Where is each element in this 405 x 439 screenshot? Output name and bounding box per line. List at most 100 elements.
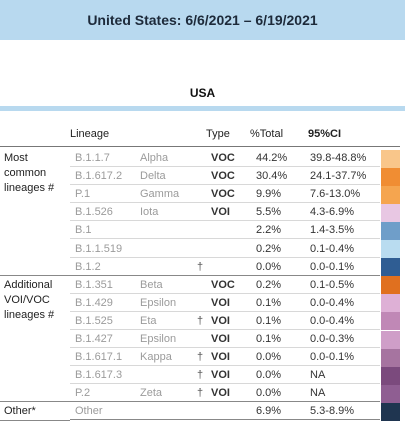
- table-row: B.1.1.7 Alpha VOC 44.2% 39.8-48.8%: [70, 149, 380, 167]
- lineage-cell: B.1.429: [75, 296, 113, 309]
- type-cell: VOI: [211, 296, 230, 309]
- lineage-cell: B.1.525: [75, 314, 113, 327]
- table-row: B.1.526 Iota VOI 5.5% 4.3-6.9%: [70, 203, 380, 222]
- lineage-cell: B.1.1.7: [75, 152, 110, 164]
- table-row: B.1.429 Epsilon VOI 0.1% 0.0-0.4%: [70, 294, 380, 312]
- header-divider: [0, 146, 400, 147]
- type-cell: VOI: [211, 314, 230, 327]
- col-header-ci: 95%CI: [308, 128, 342, 140]
- color-swatch: [381, 294, 400, 313]
- ci-cell: 0.0-0.3%: [310, 333, 355, 345]
- color-swatch: [381, 258, 400, 277]
- color-swatch: [381, 348, 400, 367]
- percent-total-cell: 2.2%: [256, 224, 282, 237]
- percent-total-cell: 5.5%: [256, 206, 282, 219]
- percent-total-cell: 0.1%: [256, 296, 282, 309]
- lineage-cell: B.1.2: [75, 260, 101, 273]
- color-swatch: [381, 203, 400, 222]
- ci-cell: 5.3-8.9%: [310, 405, 355, 418]
- group-label: Most common lineages #: [4, 151, 54, 196]
- group-label-line: common: [4, 167, 47, 179]
- region-title: USA: [189, 86, 216, 100]
- ci-cell: 39.8-48.8%: [310, 152, 367, 164]
- ci-cell: 0.1-0.4%: [310, 242, 355, 255]
- color-swatch: [381, 149, 400, 168]
- dagger-mark: †: [197, 260, 204, 273]
- header-bar: United States: 6/6/2021 – 6/19/2021: [0, 0, 405, 40]
- table-row: P.1 Gamma VOC 9.9% 7.6-13.0%: [70, 185, 380, 204]
- group-divider: [0, 419, 70, 421]
- group-divider: [0, 401, 70, 403]
- percent-total-cell: 44.2%: [256, 152, 288, 164]
- percent-total-cell: 0.2%: [256, 242, 282, 255]
- type-cell: VOC: [211, 188, 235, 201]
- who-label-cell: Iota: [140, 206, 159, 219]
- percent-total-cell: 0.2%: [256, 278, 282, 291]
- group-label: Other*: [4, 404, 36, 419]
- percent-total-cell: 0.0%: [256, 387, 282, 400]
- who-label-cell: Epsilon: [140, 333, 177, 345]
- dagger-mark: †: [197, 387, 204, 400]
- table-row: B.1.617.3 † VOI 0.0% NA: [70, 366, 380, 385]
- ci-cell: 0.0-0.1%: [310, 260, 355, 273]
- group-divider: [0, 274, 70, 276]
- color-swatch: [381, 221, 400, 240]
- table-row: B.1.525 Eta † VOI 0.1% 0.0-0.4%: [70, 312, 380, 330]
- color-swatch: [381, 366, 400, 385]
- lineage-cell: P.1: [75, 188, 91, 201]
- lineage-cell: Other: [75, 405, 103, 418]
- who-label-cell: Delta: [140, 170, 166, 183]
- ci-cell: NA: [310, 387, 326, 400]
- ci-cell: 1.4-3.5%: [310, 224, 355, 237]
- color-swatch: [381, 384, 400, 403]
- color-swatch: [381, 330, 400, 349]
- type-cell: VOI: [211, 206, 230, 219]
- who-label-cell: Alpha: [140, 152, 169, 164]
- type-cell: VOC: [211, 278, 235, 291]
- who-label-cell: Gamma: [140, 188, 180, 201]
- table-row: B.1 2.2% 1.4-3.5%: [70, 221, 380, 240]
- ci-cell: 0.0-0.4%: [310, 314, 355, 327]
- color-swatch: [381, 276, 400, 295]
- percent-total-cell: 0.1%: [256, 314, 282, 327]
- who-label-cell: Kappa: [140, 351, 172, 364]
- page-title: United States: 6/6/2021 – 6/19/2021: [87, 12, 318, 28]
- table-row: P.2 Zeta † VOI 0.0% NA: [70, 384, 380, 403]
- who-label-cell: Epsilon: [140, 296, 177, 309]
- type-cell: VOI: [211, 369, 230, 382]
- dagger-mark: †: [197, 314, 204, 327]
- type-cell: VOC: [211, 152, 235, 164]
- ci-cell: NA: [310, 369, 326, 382]
- lineage-cell: B.1.351: [75, 278, 113, 291]
- dagger-mark: †: [197, 351, 204, 364]
- ci-cell: 24.1-37.7%: [310, 170, 367, 183]
- col-header-lineage: Lineage: [70, 128, 110, 140]
- ci-cell: 0.1-0.5%: [310, 278, 355, 291]
- group-label-line: Additional: [4, 278, 53, 291]
- table-row: B.1.2 † 0.0% 0.0-0.1%: [70, 258, 380, 276]
- lineage-cell: B.1.427: [75, 333, 113, 345]
- col-header-total: %Total: [250, 128, 284, 140]
- percent-total-cell: 0.1%: [256, 333, 282, 345]
- percent-total-cell: 0.0%: [256, 351, 282, 364]
- ci-cell: 4.3-6.9%: [310, 206, 355, 219]
- table-row: B.1.617.2 Delta VOC 30.4% 24.1-37.7%: [70, 167, 380, 186]
- percent-total-cell: 30.4%: [256, 170, 288, 183]
- group-label-line: Most: [4, 152, 28, 164]
- table-row: Other 6.9% 5.3-8.9%: [70, 402, 380, 421]
- type-cell: VOI: [211, 387, 230, 400]
- table-row: B.1.427 Epsilon VOI 0.1% 0.0-0.3%: [70, 330, 380, 348]
- who-label-cell: Beta: [140, 278, 163, 291]
- color-swatch: [381, 185, 400, 204]
- group-label: Additional VOI/VOC lineages #: [4, 278, 54, 323]
- group-label-line: lineages #: [4, 308, 55, 321]
- who-label-cell: Eta: [140, 314, 157, 327]
- ci-cell: 7.6-13.0%: [310, 188, 361, 201]
- type-cell: VOI: [211, 351, 230, 364]
- lineage-cell: P.2: [75, 387, 91, 400]
- group-label-line: lineages #: [4, 182, 55, 194]
- group-label-line: Other*: [4, 405, 36, 418]
- lineage-cell: B.1.617.1: [75, 351, 123, 364]
- table-row: B.1.351 Beta VOC 0.2% 0.1-0.5%: [70, 276, 380, 294]
- dagger-mark: †: [197, 369, 204, 382]
